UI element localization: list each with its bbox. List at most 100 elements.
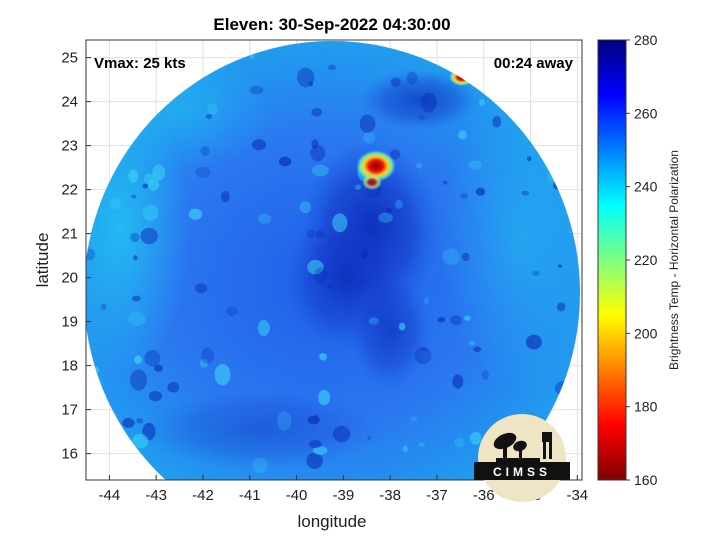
colorbar-tick-label: 240 <box>634 179 658 195</box>
texture-blob <box>416 162 423 169</box>
y-tick-label: 17 <box>61 402 78 419</box>
texture-blob <box>526 156 532 162</box>
cimss-logo: CIMSS <box>474 414 570 502</box>
texture-blob <box>122 417 135 428</box>
logo-text: CIMSS <box>493 465 551 479</box>
texture-blob <box>130 232 140 243</box>
texture-blob <box>277 411 292 431</box>
texture-blob <box>148 179 160 191</box>
x-tick-label: -44 <box>99 487 121 504</box>
texture-blob <box>199 358 209 368</box>
texture-blob <box>207 103 218 115</box>
colorbar-tick-label: 180 <box>634 399 658 415</box>
texture-blob <box>132 433 149 449</box>
x-tick-label: -40 <box>286 487 308 504</box>
texture-blob <box>201 347 215 364</box>
texture-blob <box>110 197 121 210</box>
vmax-annotation: Vmax: 25 kts <box>94 55 186 72</box>
texture-blob <box>394 199 404 209</box>
colorbar <box>597 39 627 481</box>
texture-blob <box>362 131 376 144</box>
texture-blob <box>450 315 463 326</box>
texture-blob <box>306 452 323 470</box>
texture-blob <box>464 315 471 321</box>
texture-blob <box>296 67 315 88</box>
texture-blob <box>475 187 486 196</box>
texture-blob <box>148 391 163 402</box>
colorbar-tick-label: 220 <box>634 252 658 268</box>
texture-blob <box>332 425 351 443</box>
texture-blob <box>308 440 322 449</box>
texture-blob <box>299 201 312 214</box>
texture-blob <box>311 108 323 117</box>
texture-blob <box>354 184 362 190</box>
texture-blob <box>310 144 326 162</box>
texture-blob <box>469 431 482 445</box>
texture-blob <box>314 267 328 284</box>
texture-blob <box>386 207 392 213</box>
texture-blob <box>525 334 543 350</box>
texture-blob <box>468 160 482 170</box>
x-tick-label: -42 <box>192 487 214 504</box>
texture-blob <box>142 204 159 221</box>
cold-spot-center <box>356 150 396 182</box>
x-tick-label: -37 <box>426 487 448 504</box>
texture-blob <box>205 114 212 120</box>
texture-blob <box>361 250 368 259</box>
y-tick-label: 16 <box>61 446 78 463</box>
x-tick-label: -43 <box>145 487 167 504</box>
y-tick-label: 23 <box>61 138 78 155</box>
texture-blob <box>468 340 476 346</box>
texture-blob <box>462 252 470 262</box>
x-axis-label: longitude <box>297 512 366 531</box>
texture-blob <box>249 54 255 60</box>
texture-blob <box>409 416 418 422</box>
texture-blob <box>418 442 425 447</box>
texture-blob <box>142 183 148 189</box>
texture-blob <box>307 229 315 239</box>
texture-blob <box>167 382 180 393</box>
texture-blob <box>252 457 268 474</box>
colorbar-label: Brightness Temp - Horizontal Polarizatio… <box>667 150 681 370</box>
colorbar-tick-label: 260 <box>634 105 658 121</box>
texture-blob <box>473 346 482 353</box>
texture-blob <box>226 306 238 317</box>
texture-blob <box>200 145 210 156</box>
texture-blob <box>328 64 337 70</box>
texture-blob <box>195 166 211 178</box>
texture-blob <box>86 248 96 261</box>
texture-blob <box>398 322 406 331</box>
texture-blob <box>437 317 446 323</box>
y-tick-label: 20 <box>61 270 78 287</box>
texture-blob <box>378 212 393 223</box>
texture-blob <box>133 255 138 261</box>
texture-blob <box>418 114 426 121</box>
texture-blob <box>154 364 163 372</box>
texture-blob <box>128 169 139 184</box>
texture-blob <box>311 164 330 177</box>
texture-blob <box>454 437 465 448</box>
texture-blob <box>221 190 230 203</box>
texture-blob <box>132 295 141 302</box>
texture-blob <box>131 194 137 199</box>
x-tick-label: -34 <box>566 487 588 504</box>
texture-blob <box>452 374 464 389</box>
texture-blob <box>251 139 267 151</box>
texture-blob <box>327 283 334 289</box>
texture-blob <box>312 414 319 420</box>
texture-blob <box>278 156 292 167</box>
texture-blob <box>458 130 467 140</box>
texture-blob <box>532 270 540 276</box>
chart-title: Eleven: 30-Sep-2022 04:30:00 <box>213 15 450 34</box>
texture-blob <box>481 370 489 381</box>
texture-blob <box>390 77 401 87</box>
y-tick-label: 18 <box>61 358 78 375</box>
texture-blob <box>143 173 154 184</box>
texture-blob <box>460 193 469 199</box>
texture-blob <box>134 355 142 364</box>
colorbar-ticks: 160 180 200 220 240 260 280 <box>626 32 658 488</box>
texture-blob <box>368 317 379 325</box>
texture-blob <box>313 446 328 455</box>
y-tick-label: 22 <box>61 182 78 199</box>
